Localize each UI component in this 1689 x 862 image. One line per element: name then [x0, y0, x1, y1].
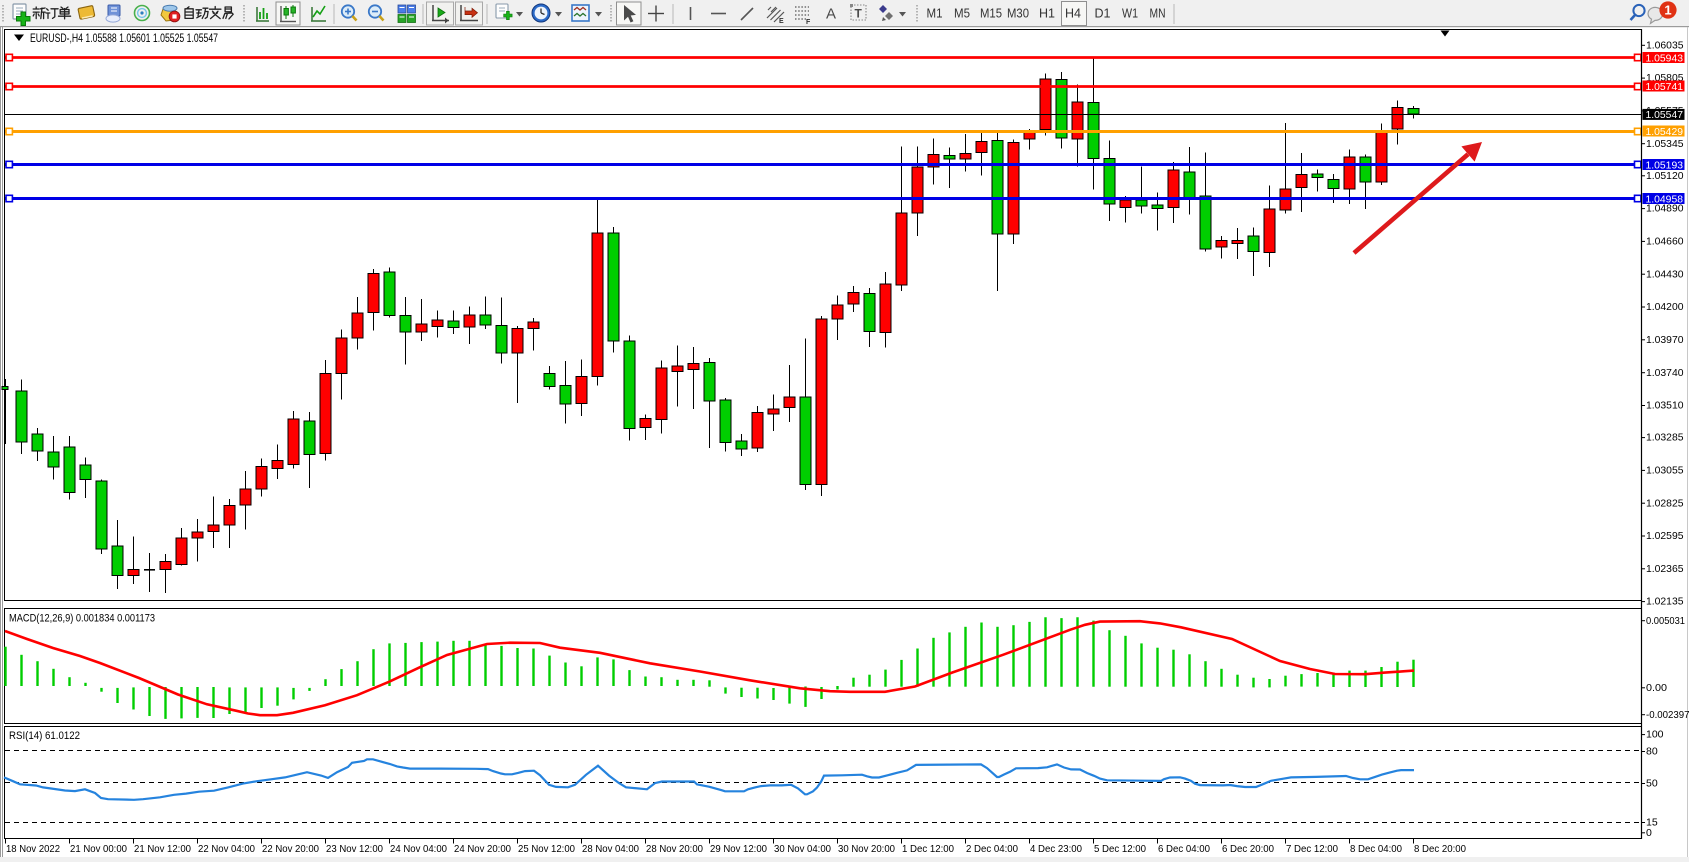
- svg-text:50: 50: [1646, 778, 1658, 790]
- svg-text:22 Nov 20:00: 22 Nov 20:00: [262, 843, 319, 855]
- svg-text:25 Nov 12:00: 25 Nov 12:00: [518, 843, 575, 855]
- svg-text:1.04200: 1.04200: [1646, 301, 1684, 313]
- svg-text:M5: M5: [954, 7, 970, 21]
- svg-text:M30: M30: [1007, 7, 1029, 21]
- svg-text:80: 80: [1646, 746, 1658, 758]
- svg-text:28 Nov 20:00: 28 Nov 20:00: [646, 843, 703, 855]
- svg-text:MACD(12,26,9) 0.001834 0.00117: MACD(12,26,9) 0.001834 0.001173: [9, 613, 155, 625]
- svg-text:1.02825: 1.02825: [1646, 497, 1684, 509]
- svg-text:0.00: 0.00: [1646, 682, 1667, 694]
- svg-text:D1: D1: [1095, 7, 1111, 21]
- svg-text:1.06035: 1.06035: [1646, 39, 1684, 51]
- svg-text:-0.002397: -0.002397: [1646, 709, 1689, 721]
- svg-text:18 Nov 2022: 18 Nov 2022: [6, 843, 60, 855]
- svg-text:1.04958: 1.04958: [1646, 193, 1684, 205]
- svg-text:24 Nov 20:00: 24 Nov 20:00: [454, 843, 511, 855]
- svg-text:EURUSD-,H4 1.05588 1.05601 1.: EURUSD-,H4 1.05588 1.05601 1.05525 1.055…: [30, 31, 218, 45]
- svg-text:1.03285: 1.03285: [1646, 432, 1684, 444]
- svg-text:1 Dec 12:00: 1 Dec 12:00: [902, 843, 954, 855]
- svg-text:RSI(14) 61.0122: RSI(14) 61.0122: [9, 730, 80, 742]
- svg-text:4 Dec 23:00: 4 Dec 23:00: [1030, 843, 1082, 855]
- svg-text:1.05943: 1.05943: [1646, 52, 1684, 64]
- svg-text:5 Dec 12:00: 5 Dec 12:00: [1094, 843, 1146, 855]
- svg-text:100: 100: [1646, 729, 1664, 741]
- svg-text:8 Dec 20:00: 8 Dec 20:00: [1414, 843, 1466, 855]
- svg-text:1.04890: 1.04890: [1646, 203, 1684, 215]
- svg-text:21 Nov 12:00: 21 Nov 12:00: [134, 843, 191, 855]
- svg-text:W1: W1: [1122, 7, 1138, 21]
- svg-text:23 Nov 12:00: 23 Nov 12:00: [326, 843, 383, 855]
- svg-text:T: T: [855, 7, 863, 21]
- svg-text:0.005031: 0.005031: [1646, 615, 1685, 627]
- svg-text:6 Dec 04:00: 6 Dec 04:00: [1158, 843, 1210, 855]
- svg-text:M1: M1: [927, 7, 943, 21]
- svg-text:21 Nov 00:00: 21 Nov 00:00: [70, 843, 127, 855]
- svg-text:1.04660: 1.04660: [1646, 236, 1684, 248]
- svg-text:0: 0: [1646, 827, 1652, 839]
- svg-text:30 Nov 04:00: 30 Nov 04:00: [774, 843, 831, 855]
- svg-text:1.03055: 1.03055: [1646, 465, 1684, 477]
- svg-text:1.04430: 1.04430: [1646, 268, 1684, 280]
- svg-text:E: E: [779, 18, 784, 25]
- svg-text:1.05547: 1.05547: [1646, 109, 1684, 121]
- svg-text:24 Nov 04:00: 24 Nov 04:00: [390, 843, 447, 855]
- svg-text:1.05345: 1.05345: [1646, 138, 1684, 150]
- svg-text:29 Nov 12:00: 29 Nov 12:00: [710, 843, 767, 855]
- svg-text:8 Dec 04:00: 8 Dec 04:00: [1350, 843, 1402, 855]
- svg-text:1.02135: 1.02135: [1646, 596, 1684, 608]
- svg-text:28 Nov 04:00: 28 Nov 04:00: [582, 843, 639, 855]
- svg-text:H1: H1: [1039, 7, 1055, 21]
- svg-text:30 Nov 20:00: 30 Nov 20:00: [838, 843, 895, 855]
- svg-text:1.02365: 1.02365: [1646, 563, 1684, 575]
- svg-text:2 Dec 04:00: 2 Dec 04:00: [966, 843, 1018, 855]
- svg-text:1.05120: 1.05120: [1646, 170, 1684, 182]
- svg-text:7 Dec 12:00: 7 Dec 12:00: [1286, 843, 1338, 855]
- svg-text:1.05741: 1.05741: [1646, 81, 1684, 93]
- svg-text:F: F: [806, 19, 811, 26]
- svg-text:1.05429: 1.05429: [1646, 126, 1684, 138]
- svg-text:1.02595: 1.02595: [1646, 530, 1684, 542]
- svg-text:6 Dec 20:00: 6 Dec 20:00: [1222, 843, 1274, 855]
- svg-text:1.03740: 1.03740: [1646, 367, 1684, 379]
- svg-text:A: A: [826, 6, 836, 23]
- svg-text:1.03510: 1.03510: [1646, 400, 1684, 412]
- svg-text:22 Nov 04:00: 22 Nov 04:00: [198, 843, 255, 855]
- svg-text:M15: M15: [980, 7, 1002, 21]
- svg-text:15: 15: [1646, 817, 1658, 829]
- svg-text:H4: H4: [1065, 7, 1081, 21]
- svg-text:1.05193: 1.05193: [1646, 159, 1684, 171]
- svg-text:1.03970: 1.03970: [1646, 334, 1684, 346]
- svg-text:1: 1: [1664, 3, 1671, 18]
- svg-text:MN: MN: [1150, 7, 1166, 21]
